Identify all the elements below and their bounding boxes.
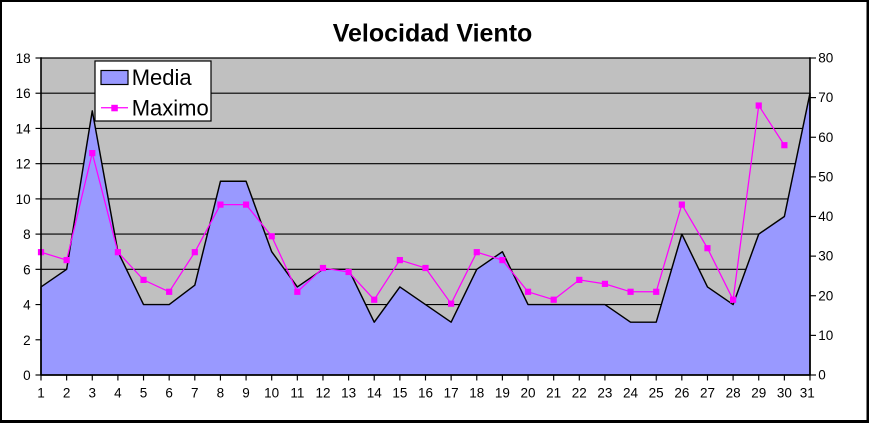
- svg-text:23: 23: [597, 385, 612, 400]
- svg-text:20: 20: [818, 288, 833, 303]
- svg-text:Velocidad Viento: Velocidad Viento: [333, 20, 533, 48]
- svg-text:2: 2: [63, 385, 71, 400]
- svg-text:18: 18: [16, 51, 31, 66]
- svg-text:3: 3: [89, 385, 97, 400]
- svg-text:10: 10: [16, 192, 31, 207]
- svg-text:26: 26: [674, 385, 689, 400]
- svg-text:14: 14: [16, 121, 32, 136]
- svg-text:30: 30: [818, 249, 833, 264]
- svg-text:Maximo: Maximo: [132, 95, 209, 120]
- svg-text:25: 25: [649, 385, 664, 400]
- svg-text:12: 12: [16, 157, 31, 172]
- svg-text:4: 4: [114, 385, 122, 400]
- svg-text:24: 24: [623, 385, 639, 400]
- svg-text:12: 12: [315, 385, 330, 400]
- svg-text:60: 60: [818, 130, 833, 145]
- svg-text:13: 13: [341, 385, 356, 400]
- svg-text:0: 0: [818, 368, 826, 383]
- svg-text:6: 6: [23, 262, 31, 277]
- svg-text:6: 6: [165, 385, 173, 400]
- svg-text:31: 31: [800, 385, 815, 400]
- svg-text:50: 50: [818, 169, 833, 184]
- svg-text:16: 16: [418, 385, 433, 400]
- svg-text:21: 21: [546, 385, 561, 400]
- svg-text:80: 80: [818, 51, 833, 66]
- svg-text:27: 27: [700, 385, 715, 400]
- svg-text:70: 70: [818, 90, 833, 105]
- svg-text:8: 8: [217, 385, 225, 400]
- svg-text:2: 2: [23, 333, 31, 348]
- svg-text:19: 19: [495, 385, 510, 400]
- svg-text:28: 28: [726, 385, 741, 400]
- svg-text:Media: Media: [132, 65, 193, 90]
- svg-text:22: 22: [572, 385, 587, 400]
- svg-text:9: 9: [242, 385, 250, 400]
- svg-text:40: 40: [818, 209, 833, 224]
- svg-text:11: 11: [290, 385, 304, 400]
- svg-text:16: 16: [16, 86, 31, 101]
- svg-text:7: 7: [191, 385, 199, 400]
- svg-text:5: 5: [140, 385, 148, 400]
- svg-text:8: 8: [23, 227, 31, 242]
- svg-text:0: 0: [23, 368, 31, 383]
- svg-text:10: 10: [818, 328, 833, 343]
- svg-text:1: 1: [37, 385, 45, 400]
- svg-text:17: 17: [444, 385, 459, 400]
- svg-text:18: 18: [469, 385, 484, 400]
- svg-text:4: 4: [23, 298, 31, 313]
- svg-text:10: 10: [264, 385, 279, 400]
- svg-text:15: 15: [392, 385, 407, 400]
- svg-text:29: 29: [751, 385, 766, 400]
- svg-text:14: 14: [367, 385, 383, 400]
- svg-text:30: 30: [777, 385, 792, 400]
- svg-text:20: 20: [521, 385, 536, 400]
